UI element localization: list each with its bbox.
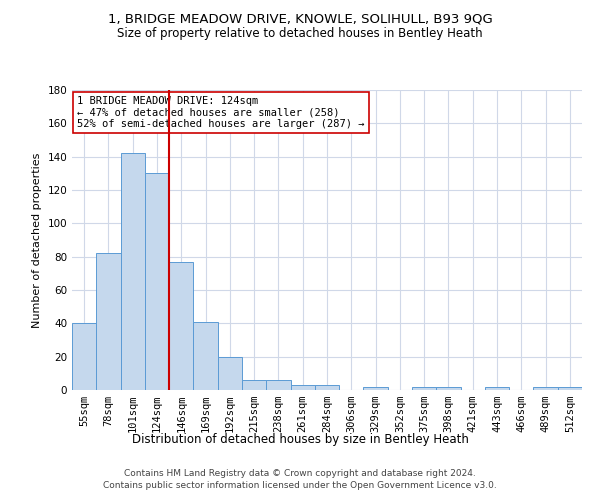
Text: Contains HM Land Registry data © Crown copyright and database right 2024.
Contai: Contains HM Land Registry data © Crown c…	[103, 468, 497, 490]
Bar	[412, 386, 436, 390]
Bar	[121, 154, 145, 390]
Bar	[96, 254, 121, 390]
Text: Distribution of detached houses by size in Bentley Heath: Distribution of detached houses by size …	[131, 432, 469, 446]
Bar	[72, 324, 96, 390]
Bar	[558, 386, 582, 390]
Bar	[242, 380, 266, 390]
Bar	[436, 386, 461, 390]
Bar	[145, 174, 169, 390]
Bar	[218, 356, 242, 390]
Bar	[315, 385, 339, 390]
Bar	[533, 386, 558, 390]
Bar	[290, 385, 315, 390]
Bar	[266, 380, 290, 390]
Y-axis label: Number of detached properties: Number of detached properties	[32, 152, 42, 328]
Bar	[485, 386, 509, 390]
Text: Size of property relative to detached houses in Bentley Heath: Size of property relative to detached ho…	[117, 28, 483, 40]
Text: 1, BRIDGE MEADOW DRIVE, KNOWLE, SOLIHULL, B93 9QG: 1, BRIDGE MEADOW DRIVE, KNOWLE, SOLIHULL…	[107, 12, 493, 26]
Bar	[169, 262, 193, 390]
Text: 1 BRIDGE MEADOW DRIVE: 124sqm
← 47% of detached houses are smaller (258)
52% of : 1 BRIDGE MEADOW DRIVE: 124sqm ← 47% of d…	[77, 96, 365, 129]
Bar	[364, 386, 388, 390]
Bar	[193, 322, 218, 390]
